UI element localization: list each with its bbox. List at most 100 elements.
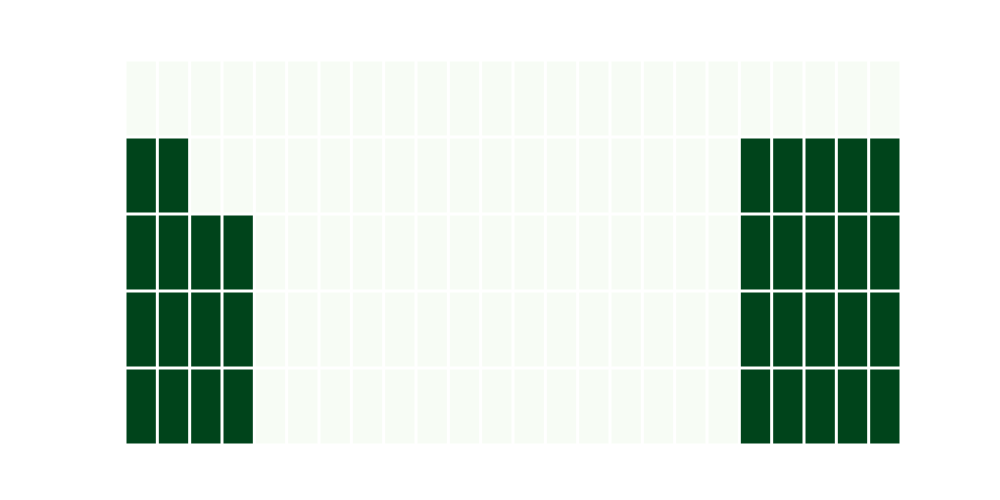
heatmap-cell: [320, 215, 350, 290]
heatmap-cell: [385, 369, 415, 444]
heatmap-cell: [611, 215, 641, 290]
heatmap-cell: [740, 369, 771, 444]
heatmap-cells: [126, 61, 900, 444]
heatmap-cell: [837, 61, 868, 136]
heatmap-cell: [385, 138, 415, 213]
heatmap-cell: [676, 369, 706, 444]
heatmap-cell: [676, 138, 706, 213]
heatmap-cell: [546, 215, 577, 290]
heatmap-cell: [320, 61, 350, 136]
heatmap-cell: [546, 138, 577, 213]
heatmap-cell: [740, 61, 771, 136]
heatmap-cell: [643, 138, 674, 213]
heatmap-cell: [449, 138, 480, 213]
heatmap-cell: [191, 215, 221, 290]
heatmap-cell: [805, 215, 835, 290]
heatmap-cell: [385, 61, 415, 136]
heatmap-cell: [676, 61, 706, 136]
heatmap-cell: [805, 138, 835, 213]
heatmap-cell: [449, 61, 480, 136]
heatmap-cell: [288, 138, 318, 213]
heatmap-cell: [579, 138, 609, 213]
heatmap-cell: [805, 61, 835, 136]
heatmap-cell: [417, 138, 447, 213]
heatmap-cell: [126, 215, 156, 290]
heatmap-cell: [611, 292, 641, 367]
heatmap-cell: [837, 215, 868, 290]
heatmap-cell: [579, 292, 609, 367]
heatmap-cell: [255, 138, 286, 213]
heatmap-cell: [805, 292, 835, 367]
heatmap-cell: [385, 215, 415, 290]
heatmap-cell: [449, 215, 480, 290]
heatmap-cell: [223, 138, 253, 213]
heatmap-cell: [158, 61, 189, 136]
heatmap-cell: [514, 292, 544, 367]
heatmap-cell: [352, 369, 383, 444]
heatmap-cell: [320, 138, 350, 213]
heatmap-cell: [837, 369, 868, 444]
heatmap-cell: [255, 61, 286, 136]
heatmap-cell: [643, 369, 674, 444]
heatmap-cell: [676, 292, 706, 367]
heatmap-cell: [126, 292, 156, 367]
heatmap-cell: [288, 215, 318, 290]
heatmap-cell: [126, 138, 156, 213]
heatmap-cell: [514, 61, 544, 136]
heatmap-cell: [773, 138, 803, 213]
heatmap-cell: [223, 292, 253, 367]
heatmap-cell: [611, 138, 641, 213]
heatmap-cell: [514, 369, 544, 444]
heatmap-cell: [255, 369, 286, 444]
heatmap-cell: [740, 292, 771, 367]
heatmap-cell: [417, 61, 447, 136]
heatmap-cell: [773, 61, 803, 136]
heatmap-cell: [482, 369, 512, 444]
heatmap-cell: [773, 215, 803, 290]
heatmap-cell: [482, 292, 512, 367]
heatmap-cell: [870, 215, 900, 290]
heatmap-cell: [158, 138, 189, 213]
heatmap-cell: [223, 215, 253, 290]
heatmap-cell: [482, 215, 512, 290]
heatmap-cell: [288, 61, 318, 136]
heatmap-cell: [546, 61, 577, 136]
heatmap-cell: [449, 369, 480, 444]
heatmap-cell: [126, 369, 156, 444]
heatmap-cell: [773, 292, 803, 367]
heatmap-cell: [288, 292, 318, 367]
heatmap-cell: [352, 61, 383, 136]
heatmap-cell: [352, 215, 383, 290]
heatmap-cell: [643, 61, 674, 136]
heatmap-cell: [611, 61, 641, 136]
heatmap-cell: [708, 138, 738, 213]
heatmap-cell: [417, 369, 447, 444]
heatmap-cell: [158, 292, 189, 367]
heatmap-cell: [870, 369, 900, 444]
heatmap-cell: [611, 369, 641, 444]
heatmap-cell: [385, 292, 415, 367]
heatmap-cell: [643, 215, 674, 290]
heatmap-cell: [255, 292, 286, 367]
heatmap-cell: [482, 138, 512, 213]
heatmap-cell: [320, 369, 350, 444]
heatmap-cell: [417, 215, 447, 290]
heatmap-cell: [514, 138, 544, 213]
heatmap-cell: [773, 369, 803, 444]
heatmap-cell: [449, 292, 480, 367]
heatmap-cell: [546, 292, 577, 367]
heatmap-cell: [676, 215, 706, 290]
heatmap-cell: [126, 61, 156, 136]
heatmap-cell: [352, 138, 383, 213]
heatmap-cell: [579, 61, 609, 136]
heatmap-cell: [191, 61, 221, 136]
heatmap-cell: [255, 215, 286, 290]
heatmap-cell: [740, 215, 771, 290]
heatmap-cell: [579, 369, 609, 444]
heatmap-cell: [708, 215, 738, 290]
heatmap-cell: [837, 138, 868, 213]
heatmap-cell: [805, 369, 835, 444]
heatmap-cell: [870, 292, 900, 367]
